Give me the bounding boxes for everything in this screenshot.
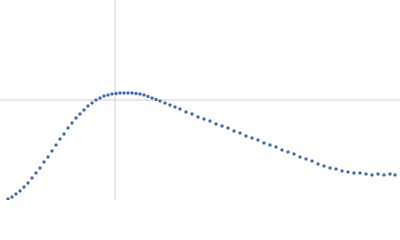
point (262, 141, 266, 145)
point (74, 116, 78, 120)
point (256, 138, 260, 142)
point (292, 152, 296, 156)
point (86, 104, 90, 108)
point (214, 122, 218, 126)
point (352, 171, 356, 175)
point (142, 93, 146, 97)
point (98, 96, 102, 100)
point (220, 124, 224, 128)
point (62, 132, 66, 136)
point (94, 98, 98, 102)
point (50, 149, 54, 153)
point (66, 126, 70, 130)
point (226, 126, 230, 130)
point (90, 101, 94, 105)
point (388, 172, 392, 176)
point (238, 131, 242, 135)
point (328, 166, 332, 170)
point (322, 164, 326, 168)
point (130, 91, 134, 95)
point (14, 192, 18, 196)
point (316, 162, 320, 166)
point (150, 96, 154, 100)
point (78, 112, 82, 116)
point (208, 119, 212, 123)
point (286, 150, 290, 154)
point (70, 121, 74, 125)
point (102, 94, 106, 98)
point (334, 167, 338, 171)
point (376, 172, 380, 176)
point (163, 101, 167, 105)
point (106, 93, 110, 97)
point (178, 107, 182, 111)
point (114, 91, 118, 96)
point (126, 91, 130, 95)
point (232, 129, 236, 133)
point (26, 181, 30, 185)
point (58, 137, 62, 141)
point (340, 169, 344, 173)
point (118, 91, 122, 95)
point (382, 173, 386, 177)
point (173, 105, 177, 109)
point (202, 117, 206, 121)
point (168, 103, 172, 107)
point (154, 97, 158, 102)
point (268, 143, 272, 147)
point (38, 166, 42, 170)
point (122, 91, 126, 95)
point (34, 171, 38, 175)
point (184, 110, 188, 114)
point (22, 185, 26, 189)
point (10, 195, 14, 199)
point (138, 92, 142, 96)
point (298, 155, 302, 159)
point (18, 189, 22, 193)
point (364, 172, 368, 176)
point (358, 171, 362, 175)
point (310, 159, 314, 163)
point (280, 148, 284, 152)
point (244, 134, 248, 138)
point (274, 145, 278, 149)
point (370, 173, 374, 177)
chart (0, 0, 400, 200)
point (346, 170, 350, 174)
point (190, 112, 194, 116)
point (146, 94, 150, 99)
point (134, 91, 138, 96)
point (158, 99, 162, 103)
point (196, 115, 200, 119)
point (82, 108, 86, 112)
point (110, 92, 114, 96)
point (250, 136, 254, 140)
point (6, 197, 10, 200)
point (304, 157, 308, 161)
point (54, 143, 58, 147)
point (42, 160, 46, 164)
point (393, 173, 397, 177)
point (30, 176, 34, 180)
point (46, 155, 50, 159)
